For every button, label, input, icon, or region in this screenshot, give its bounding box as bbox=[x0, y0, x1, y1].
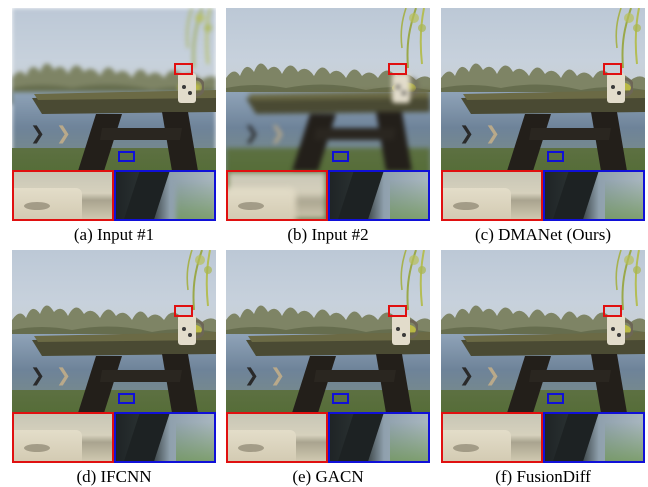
panel-image: ❯ ❯ bbox=[12, 250, 216, 463]
red-roi-box bbox=[603, 63, 622, 75]
willow-branches bbox=[615, 8, 641, 69]
result-panel-5: ❯ ❯ (e) GACN bbox=[226, 250, 430, 486]
coffee-mug bbox=[178, 73, 204, 103]
panel-image: ❯ ❯ bbox=[226, 250, 430, 463]
red-roi-box bbox=[388, 305, 407, 317]
picnic-table bbox=[246, 332, 430, 413]
picnic-table bbox=[461, 90, 645, 171]
coffee-mug bbox=[392, 315, 418, 345]
bird-decoy-icon: ❯ bbox=[485, 123, 501, 144]
bird-decoy-icon: ❯ bbox=[244, 123, 260, 144]
zoom-inset-blue bbox=[543, 170, 645, 221]
zoom-inset-blue bbox=[543, 412, 645, 463]
blue-roi-box bbox=[547, 393, 564, 404]
bird-decoy-icon: ❯ bbox=[56, 123, 72, 144]
panel-caption: (c) DMANet (Ours) bbox=[475, 225, 611, 244]
red-roi-box bbox=[174, 305, 193, 317]
zoom-inset-red bbox=[226, 412, 328, 463]
picnic-table bbox=[32, 90, 216, 171]
bird-decoy-icon: ❯ bbox=[30, 123, 46, 144]
bird-decoy-icon: ❯ bbox=[244, 365, 260, 386]
panel-caption: (e) GACN bbox=[292, 467, 364, 486]
zoom-inset-blue bbox=[114, 412, 216, 463]
panel-caption: (b) Input #2 bbox=[287, 225, 369, 244]
red-roi-box bbox=[603, 305, 622, 317]
willow-branches bbox=[186, 8, 212, 69]
zoom-inset-blue bbox=[328, 412, 430, 463]
coffee-mug bbox=[392, 73, 418, 103]
red-roi-box bbox=[174, 63, 193, 75]
result-panel-4: ❯ ❯ (d) IFCNN bbox=[12, 250, 216, 486]
zoom-inset-red bbox=[12, 412, 114, 463]
red-roi-box bbox=[388, 63, 407, 75]
coffee-mug bbox=[607, 315, 633, 345]
picnic-table bbox=[246, 90, 430, 171]
zoom-inset-red bbox=[441, 412, 543, 463]
blue-roi-box bbox=[332, 151, 349, 162]
panel-caption: (f) FusionDiff bbox=[495, 467, 591, 486]
panel-caption: (d) IFCNN bbox=[76, 467, 152, 486]
bird-decoy-icon: ❯ bbox=[56, 365, 72, 386]
result-panel-3: ❯ ❯ (c) DMANet (Ours) bbox=[441, 8, 645, 244]
blue-roi-box bbox=[547, 151, 564, 162]
bird-decoy-icon: ❯ bbox=[459, 365, 475, 386]
picnic-table bbox=[461, 332, 645, 413]
panel-image: ❯ ❯ bbox=[441, 250, 645, 463]
bird-decoy-icon: ❯ bbox=[270, 365, 286, 386]
result-panel-1: ❯ ❯ (a) Input #1 bbox=[12, 8, 216, 244]
bird-decoy-icon: ❯ bbox=[270, 123, 286, 144]
panel-image: ❯ ❯ bbox=[441, 8, 645, 221]
bird-decoy-icon: ❯ bbox=[485, 365, 501, 386]
blue-roi-box bbox=[118, 151, 135, 162]
result-panel-2: ❯ ❯ (b) Input #2 bbox=[226, 8, 430, 244]
coffee-mug bbox=[178, 315, 204, 345]
result-panel-6: ❯ ❯ (f) FusionDiff bbox=[441, 250, 645, 486]
zoom-inset-blue bbox=[114, 170, 216, 221]
panel-image: ❯ ❯ bbox=[226, 8, 430, 221]
panel-caption: (a) Input #1 bbox=[73, 225, 155, 244]
bird-decoy-icon: ❯ bbox=[459, 123, 475, 144]
bird-decoy-icon: ❯ bbox=[30, 365, 46, 386]
willow-branches bbox=[615, 250, 641, 311]
blue-roi-box bbox=[118, 393, 135, 404]
panel-image: ❯ ❯ bbox=[12, 8, 216, 221]
zoom-inset-red bbox=[12, 170, 114, 221]
willow-branches bbox=[400, 8, 426, 69]
zoom-inset-blue bbox=[328, 170, 430, 221]
coffee-mug bbox=[607, 73, 633, 103]
zoom-inset-red bbox=[226, 170, 328, 221]
willow-branches bbox=[186, 250, 212, 311]
blue-roi-box bbox=[332, 393, 349, 404]
zoom-inset-red bbox=[441, 170, 543, 221]
willow-branches bbox=[400, 250, 426, 311]
picnic-table bbox=[32, 332, 216, 413]
